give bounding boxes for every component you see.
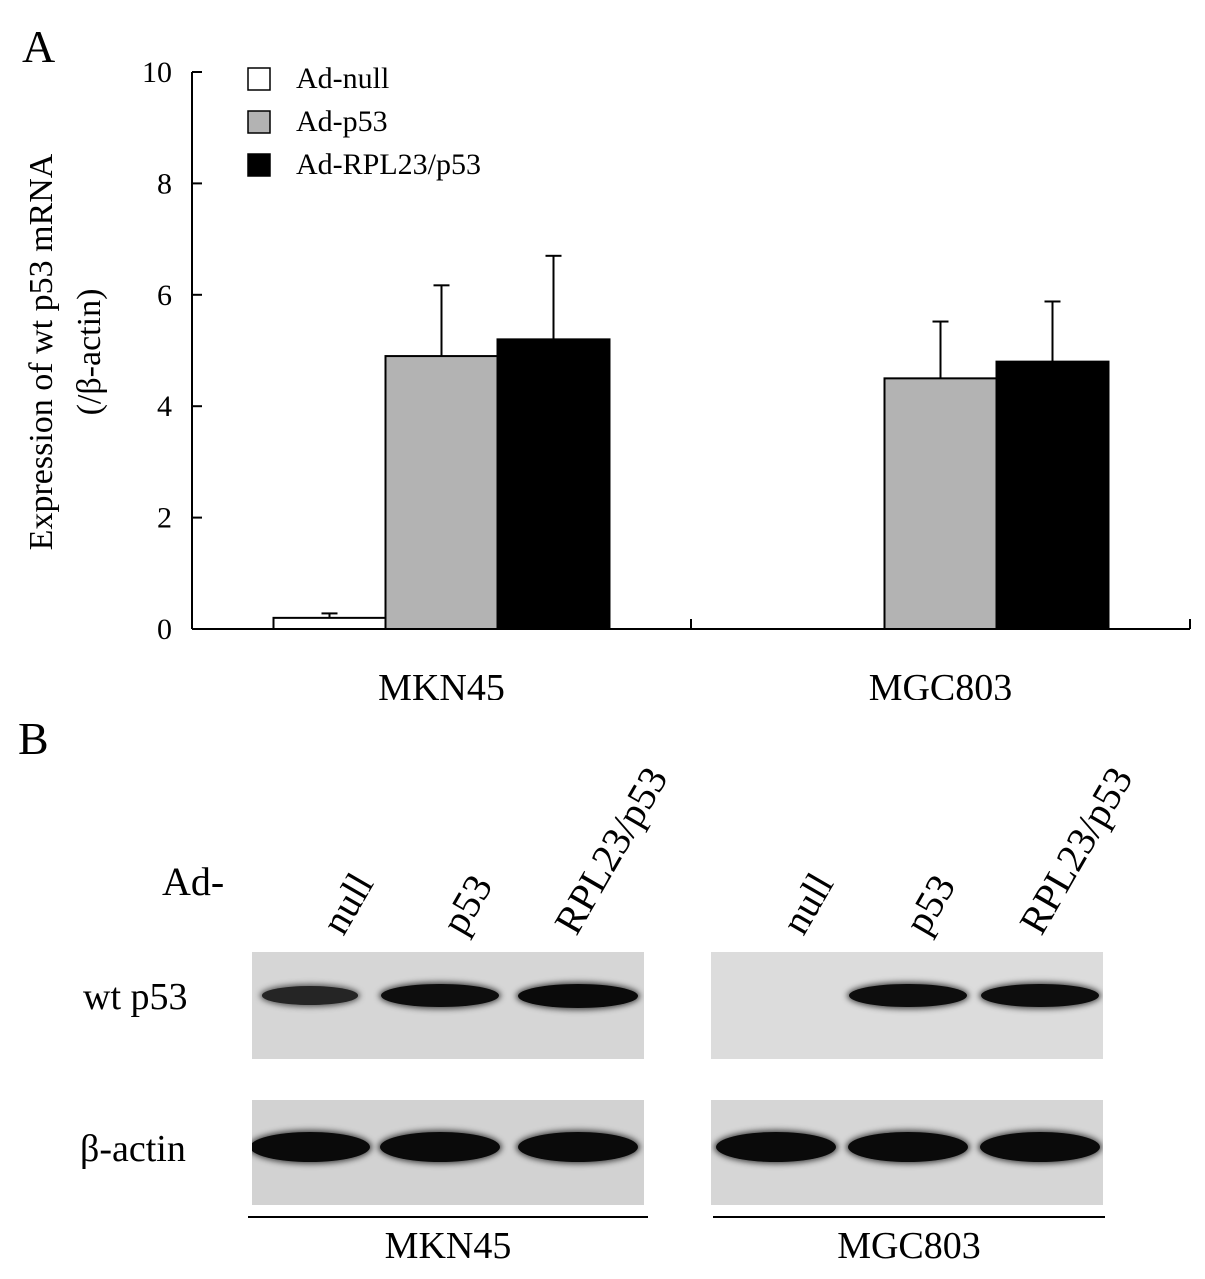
bar-ad-rpl23-p53-mgc803 (995, 360, 1110, 630)
band (716, 1131, 836, 1162)
bar-ad-rpl23-p53-mkn45 (496, 338, 611, 630)
band (981, 983, 1099, 1008)
group-underline-mkn45 (248, 1216, 648, 1218)
y-tick-label: 0 (157, 613, 172, 646)
bar-chart: A Expression of wt p53 mRNA (/β-actin) 0… (22, 21, 1191, 700)
lane-label-null: null (772, 865, 843, 942)
legend-swatch (247, 153, 271, 177)
band (849, 983, 967, 1008)
lane-label-rpl23-p53: RPL23/p53 (545, 759, 677, 942)
y-axis-title: Expression of wt p53 mRNA (/β-actin) (23, 153, 108, 550)
band (518, 1131, 638, 1162)
blot-mgc803-wt-p53 (711, 952, 1103, 1059)
bar-ad-p53-mkn45 (384, 355, 499, 630)
band (980, 1131, 1100, 1162)
band (380, 1131, 500, 1162)
blot-mkn45-wt-p53 (252, 952, 644, 1059)
y-tick-label: 4 (157, 390, 172, 423)
legend-entry: Ad-RPL23/p53 (296, 148, 481, 181)
y-tick-label: 10 (142, 56, 172, 89)
band (518, 983, 638, 1008)
band (252, 1131, 370, 1162)
row-label-beta-actin: β-actin (80, 1128, 186, 1170)
legend-swatch (247, 110, 271, 134)
group-label-mkn45: MKN45 (384, 1225, 512, 1267)
legend-swatch (247, 67, 271, 91)
lane-label-p53: p53 (432, 867, 502, 942)
legend-entry: Ad-null (296, 62, 389, 95)
blot-mgc803-beta-actin (711, 1100, 1103, 1205)
band (381, 983, 499, 1008)
bar-ad-p53-mgc803 (883, 377, 998, 630)
y-tick-label: 6 (157, 279, 172, 312)
panel-b-label: B (18, 713, 49, 764)
y-tick-label: 8 (157, 167, 172, 200)
lane-label-null: null (312, 865, 383, 942)
band (848, 1131, 968, 1162)
y-tick-label: 2 (157, 502, 172, 535)
panel-a-label: A (22, 21, 55, 72)
category-label: MKN45 (378, 667, 505, 700)
legend-entry: Ad-p53 (296, 105, 388, 138)
group-underline-mgc803 (713, 1216, 1105, 1218)
bar-ad-null-mkn45 (272, 616, 387, 630)
lane-label-rpl23-p53: RPL23/p53 (1010, 759, 1142, 942)
group-label-mgc803: MGC803 (837, 1225, 981, 1267)
category-label: MGC803 (869, 667, 1013, 700)
row-label-wt-p53: wt p53 (83, 976, 188, 1018)
blot-mkn45-beta-actin (252, 1100, 644, 1205)
prefix-label: Ad- (162, 859, 225, 904)
lane-label-p53: p53 (895, 867, 965, 942)
y-axis-title-line1: Expression of wt p53 mRNA (23, 153, 60, 550)
y-axis-title-line2: (/β-actin) (71, 289, 108, 416)
band (262, 986, 358, 1005)
